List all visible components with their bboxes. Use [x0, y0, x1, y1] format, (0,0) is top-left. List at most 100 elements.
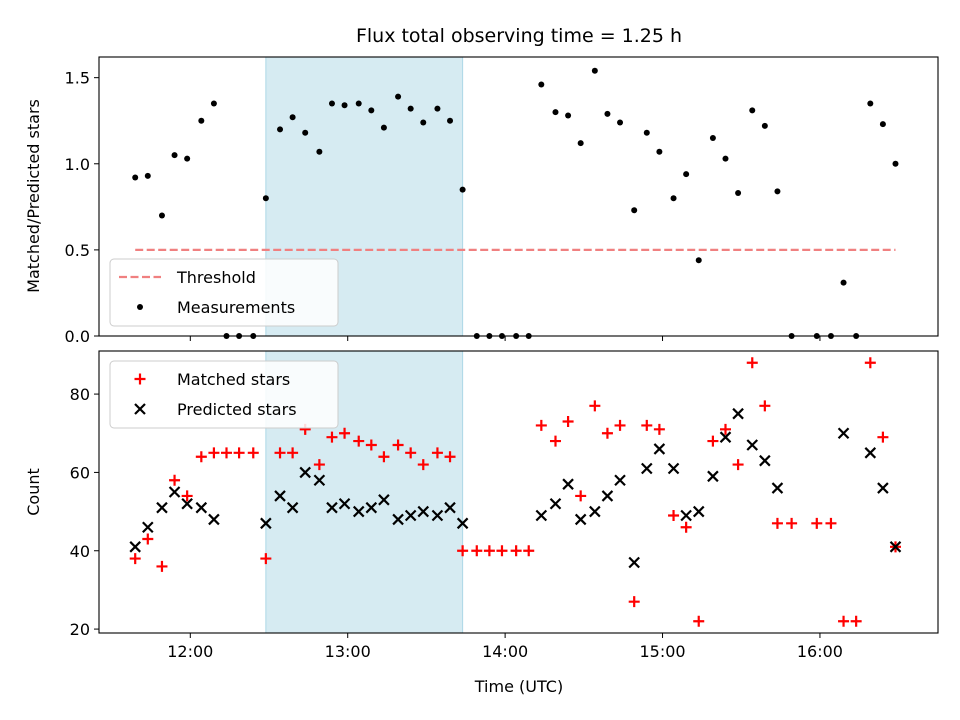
data-point: [864, 357, 876, 369]
data-point: [262, 195, 269, 202]
data-point: [631, 207, 638, 214]
data-point: [142, 521, 154, 534]
data-point: [168, 486, 181, 498]
data-point: [617, 119, 624, 126]
data-point: [417, 505, 430, 518]
data-point: [299, 466, 311, 479]
data-point: [326, 501, 338, 514]
data-point: [562, 416, 574, 427]
data-point: [746, 439, 759, 451]
y-tick-label: 80: [70, 385, 90, 404]
data-point: [274, 490, 286, 502]
data-point: [683, 171, 690, 178]
data-point: [732, 407, 744, 420]
x-tick-label: 15:00: [639, 642, 685, 661]
data-point: [496, 545, 508, 557]
data-point: [709, 134, 716, 141]
data-point: [749, 107, 756, 114]
x-tick-label: 12:00: [167, 642, 213, 661]
data-point: [483, 545, 495, 557]
data-point: [274, 447, 286, 459]
data-point: [707, 435, 719, 447]
x-tick-label: 13:00: [325, 642, 371, 661]
series-measurements: [132, 67, 899, 339]
data-point: [431, 447, 443, 459]
data-point: [761, 122, 768, 129]
data-point: [589, 400, 601, 412]
data-point: [378, 451, 390, 463]
data-point: [339, 427, 351, 439]
data-point: [575, 490, 587, 502]
data-point: [181, 497, 193, 510]
y-tick-label: 1.0: [65, 155, 90, 174]
data-point: [877, 482, 889, 494]
data-point: [850, 615, 862, 627]
data-point: [628, 556, 640, 569]
data-point: [171, 152, 178, 159]
y-axis-label: Matched/Predicted stars: [24, 99, 43, 293]
legend-marker-icon: [134, 403, 146, 415]
data-point: [355, 100, 362, 107]
x-axis-label: Time (UTC): [474, 677, 563, 696]
data-point: [577, 140, 584, 147]
data-point: [549, 497, 562, 510]
data-point: [404, 509, 417, 522]
data-point: [628, 596, 640, 608]
data-point: [208, 447, 220, 459]
data-point: [641, 419, 653, 431]
data-point: [277, 126, 284, 133]
data-point: [221, 447, 233, 459]
data-point: [328, 100, 335, 107]
data-point: [392, 513, 404, 526]
data-point: [774, 188, 781, 195]
data-point: [591, 67, 598, 74]
data-point: [456, 517, 469, 530]
data-point: [538, 81, 545, 88]
y-tick-label: 60: [70, 463, 90, 482]
data-point: [132, 174, 139, 181]
data-point: [326, 431, 338, 443]
data-point: [368, 107, 375, 114]
data-point: [838, 615, 850, 627]
data-point: [365, 501, 378, 514]
data-point: [289, 114, 296, 121]
data-point: [184, 155, 191, 162]
data-point: [144, 172, 151, 179]
data-point: [786, 517, 798, 529]
legend: Matched stars Predicted stars: [109, 360, 339, 429]
y-tick-label: 0.0: [65, 327, 90, 346]
data-point: [338, 497, 351, 510]
data-point: [641, 462, 653, 475]
data-point: [395, 93, 402, 100]
data-point: [316, 148, 323, 155]
plot-frame: [98, 350, 939, 634]
data-point: [837, 427, 850, 440]
data-point: [210, 100, 217, 107]
data-point: [825, 517, 837, 529]
data-point: [565, 112, 572, 119]
legend: Threshold Measurements: [109, 258, 339, 327]
legend-label: Predicted stars: [177, 400, 297, 419]
data-point: [260, 517, 272, 530]
data-point: [746, 357, 758, 369]
data-point: [378, 494, 390, 506]
data-point: [287, 447, 299, 459]
data-point: [444, 501, 456, 514]
data-point: [195, 451, 207, 463]
data-point: [722, 155, 729, 162]
data-point: [879, 121, 886, 128]
y-tick-label: 40: [70, 542, 90, 561]
data-point: [811, 517, 823, 529]
data-point: [695, 257, 702, 264]
data-point: [732, 459, 744, 471]
data-point: [656, 148, 663, 155]
data-point: [313, 459, 325, 471]
data-point: [535, 419, 547, 431]
data-point: [181, 490, 193, 502]
data-point: [302, 129, 309, 136]
chart-title: Flux total observing time = 1.25 h: [356, 25, 682, 47]
data-point: [459, 186, 466, 193]
count-panel: 20 40 60 80 12:00 13:00 14:00 15:00 16:00 Count Ma…: [24, 350, 939, 661]
series-matched-stars: [129, 357, 901, 627]
data-point: [431, 509, 444, 522]
